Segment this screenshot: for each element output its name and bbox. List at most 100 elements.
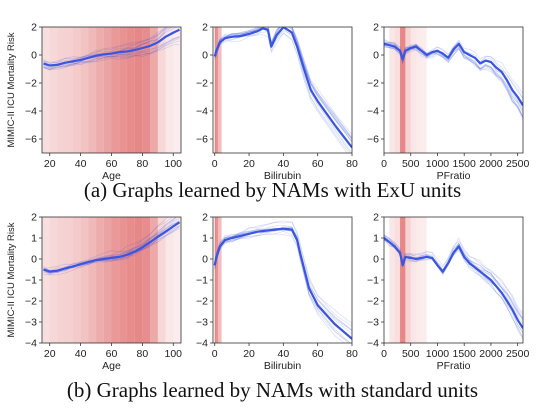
- density-bar-a-age-12: [134, 27, 143, 153]
- density-bar-b-age-3: [65, 217, 73, 343]
- density-bar-a-age-10: [119, 27, 127, 153]
- x-tick-label-a-bilirubin: 60: [312, 158, 324, 170]
- density-bar-a-pfratio-2: [400, 27, 406, 153]
- y-tick-label-a-bilirubin: 0: [202, 50, 208, 62]
- density-bar-b-pfratio-6: [421, 217, 427, 343]
- density-bar-a-pfratio-0: [389, 27, 395, 153]
- density-bar-a-age-8: [103, 27, 112, 153]
- y-tick-label-a-bilirubin: −2: [196, 78, 208, 90]
- x-tick-label-a-bilirubin: 80: [346, 158, 358, 170]
- y-tick-label-b-pfratio: −2: [367, 296, 379, 308]
- y-axis-label-b-age: MIMIC-II ICU Mortality Risk: [6, 222, 17, 337]
- mean-curve-b-age: [43, 221, 181, 273]
- density-bar-a-pfratio-5: [416, 27, 422, 153]
- density-bar-a-pfratio-4: [410, 27, 417, 153]
- plot-frame-a-pfratio: [383, 26, 524, 154]
- x-tick-label-b-bilirubin: 0: [212, 348, 218, 360]
- density-bar-b-age-5: [80, 217, 89, 343]
- x-tick-label-a-age: 80: [137, 158, 149, 170]
- density-bar-b-age-14: [150, 217, 158, 343]
- y-tick-label-b-pfratio: −4: [367, 338, 379, 350]
- y-tick-label-b-pfratio: −3: [367, 317, 379, 329]
- density-bar-a-age-2: [57, 27, 66, 153]
- density-bar-a-age-7: [96, 27, 104, 153]
- mean-curve-b-pfratio: [384, 237, 523, 329]
- x-tick-label-b-pfratio: 500: [402, 348, 420, 360]
- x-tick-label-a-age: 60: [106, 158, 118, 170]
- y-tick-label-a-pfratio: −4: [367, 106, 379, 118]
- x-tick-label-a-bilirubin: 40: [278, 158, 290, 170]
- y-tick-label-a-age: −4: [25, 106, 37, 118]
- x-axis-label-b-pfratio: PFratio: [437, 360, 471, 372]
- y-tick-label-a-age: −2: [25, 78, 37, 90]
- plot-frame-a-bilirubin: [212, 26, 353, 154]
- y-tick-label-a-bilirubin: 2: [202, 22, 208, 34]
- x-tick-label-b-bilirubin: 40: [278, 348, 290, 360]
- x-axis-label-a-pfratio: PFratio: [437, 170, 471, 182]
- density-bar-a-pfratio-3: [405, 27, 411, 153]
- density-bar-a-age-1: [49, 27, 58, 153]
- x-tick-label-b-age: 20: [44, 348, 56, 360]
- x-tick-label-a-age: 40: [75, 158, 87, 170]
- density-bar-b-age-9: [111, 217, 120, 343]
- x-tick-label-a-bilirubin: 0: [212, 158, 218, 170]
- y-tick-label-b-age: 0: [31, 254, 37, 266]
- x-tick-label-b-age: 40: [75, 348, 87, 360]
- density-bar-a-age-9: [111, 27, 120, 153]
- density-bar-a-bilirubin-1: [216, 27, 219, 153]
- density-bar-b-bilirubin-2: [218, 217, 222, 343]
- density-bar-b-age-2: [57, 217, 66, 343]
- density-bar-b-age-11: [126, 217, 135, 343]
- y-tick-label-b-age: 2: [31, 212, 37, 224]
- caption-standard-units: (b) Graphs learned by NAMs with standard…: [66, 378, 479, 402]
- x-tick-label-a-pfratio: 1000: [426, 158, 450, 170]
- y-tick-label-b-age: 1: [31, 233, 37, 245]
- x-tick-label-b-age: 80: [137, 348, 149, 360]
- mean-curve-a-age: [43, 28, 180, 67]
- panel-b-age: −4 −3 −2 −1 0 1 2 20 40 60 80 100 Age MIMIC-II ICU Mo…: [6, 212, 182, 373]
- x-tick-label-a-age: 20: [44, 158, 56, 170]
- density-bar-b-pfratio-4: [410, 217, 417, 343]
- x-tick-label-b-pfratio: 2500: [506, 348, 530, 360]
- density-bar-b-age-4: [72, 217, 81, 343]
- y-tick-label-a-age: 2: [31, 22, 37, 34]
- x-tick-label-a-pfratio: 2500: [506, 158, 530, 170]
- mean-curve-a-bilirubin: [213, 27, 352, 149]
- ensemble-curves-b-bilirubin: [214, 220, 352, 343]
- y-tick-label-b-age: −3: [25, 317, 37, 329]
- y-tick-label-a-age: −6: [25, 134, 37, 146]
- density-bar-b-age-8: [103, 217, 112, 343]
- x-tick-label-a-pfratio: 2000: [479, 158, 503, 170]
- x-tick-label-b-pfratio: 0: [381, 348, 387, 360]
- panel-a-pfratio: −6 −4 −2 0 2 0 500 1000 1500 2000 2500 PFratio: [367, 22, 529, 183]
- y-tick-label-a-bilirubin: −4: [196, 106, 208, 118]
- x-tick-label-a-pfratio: 1500: [453, 158, 477, 170]
- density-bar-a-age-11: [126, 27, 135, 153]
- y-tick-label-b-bilirubin: −4: [196, 338, 208, 350]
- x-tick-label-b-bilirubin: 60: [312, 348, 324, 360]
- x-axis-label-b-age: Age: [102, 360, 121, 372]
- density-bar-a-age-5: [80, 27, 89, 153]
- y-tick-label-b-pfratio: −1: [367, 275, 379, 287]
- density-bar-b-age-16: [165, 217, 174, 343]
- x-tick-label-a-age: 100: [165, 158, 183, 170]
- density-bar-b-age-6: [88, 217, 97, 343]
- density-bar-b-pfratio-1: [394, 217, 401, 343]
- y-tick-label-b-pfratio: 0: [373, 254, 379, 266]
- density-bar-b-age-1: [49, 217, 58, 343]
- density-bar-a-bilirubin-0: [214, 27, 217, 153]
- caption-exu-units: (a) Graphs learned by NAMs with ExU unit…: [83, 178, 462, 202]
- density-bar-b-pfratio-2: [400, 217, 406, 343]
- density-bar-a-age-17: [173, 27, 181, 153]
- density-bar-a-age-0: [42, 27, 50, 153]
- y-tick-label-b-pfratio: 1: [373, 233, 379, 245]
- density-bar-b-age-13: [142, 217, 151, 343]
- density-bar-b-age-10: [119, 217, 127, 343]
- x-axis-label-a-bilirubin: Bilirubin: [264, 170, 302, 182]
- x-tick-label-b-pfratio: 1000: [426, 348, 450, 360]
- density-bar-b-age-7: [96, 217, 104, 343]
- density-bar-b-age-12: [134, 217, 143, 343]
- density-bar-b-age-17: [173, 217, 181, 343]
